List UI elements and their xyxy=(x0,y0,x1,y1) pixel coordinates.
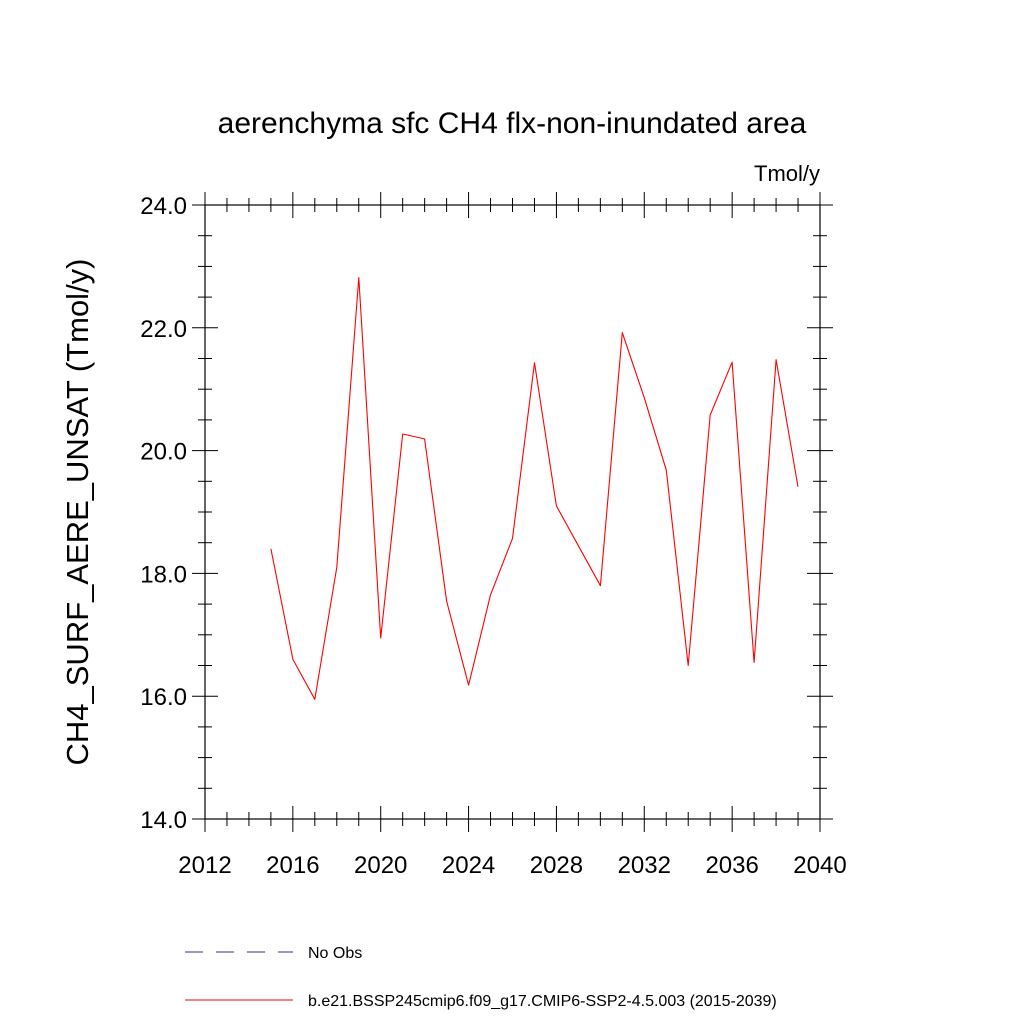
y-tick-label: 20.0 xyxy=(140,439,187,466)
y-tick-label: 14.0 xyxy=(140,807,187,834)
x-tick-label: 2024 xyxy=(442,852,495,879)
y-axis-label: CH4_SURF_AERE_UNSAT (Tmol/y) xyxy=(60,258,95,765)
legend-label-0: b.e21.BSSP245cmip6.f09_g17.CMIP6-SSP2-4.… xyxy=(308,993,777,1010)
y-tick-label: 22.0 xyxy=(140,316,187,343)
x-tick-label: 2028 xyxy=(530,852,583,879)
legend: No Obs b.e21.BSSP245cmip6.f09_g17.CMIP6-S… xyxy=(185,945,777,1010)
axis-ticks: 14.0 16.0 18.0 20.0 22.0 24.0 2012 2016 2020 2024… xyxy=(140,192,847,879)
y-tick-label: 24.0 xyxy=(140,193,187,220)
x-tick-label: 2020 xyxy=(354,852,407,879)
x-tick-label: 2036 xyxy=(705,852,758,879)
y-tick-label: 18.0 xyxy=(140,561,187,588)
units-label: Tmol/y xyxy=(754,161,820,186)
x-tick-label: 2012 xyxy=(178,852,231,879)
x-tick-label: 2040 xyxy=(793,852,846,879)
y-tick-label: 16.0 xyxy=(140,684,187,711)
series-line-0 xyxy=(270,276,799,700)
legend-label-1: No Obs xyxy=(308,945,362,962)
plot-frame xyxy=(204,204,821,820)
x-tick-label: 2016 xyxy=(266,852,319,879)
x-tick-label: 2032 xyxy=(618,852,671,879)
chart-title: aerenchyma sfc CH4 flx-non-inundated are… xyxy=(218,107,807,140)
data-series xyxy=(270,276,799,700)
